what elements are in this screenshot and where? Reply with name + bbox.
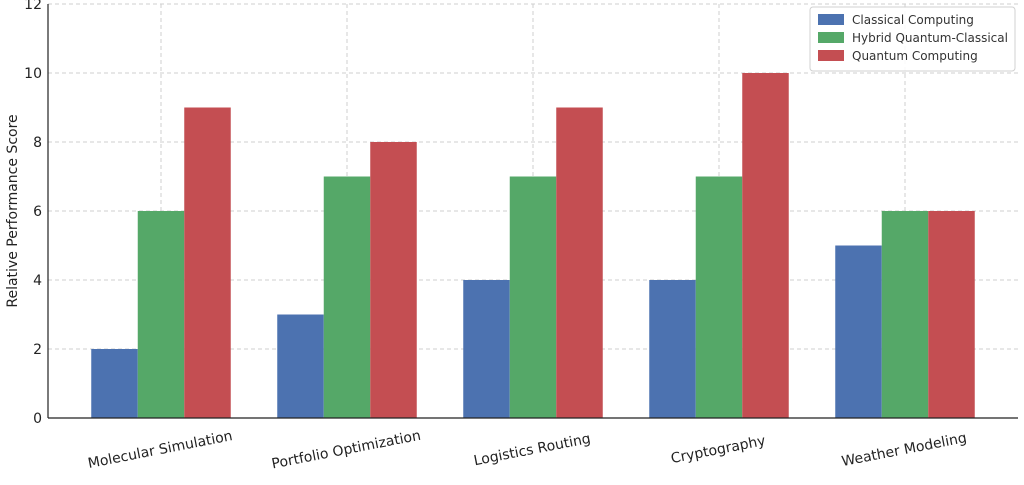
bar [323, 176, 371, 418]
bar [835, 245, 882, 418]
legend-label: Quantum Computing [852, 49, 978, 63]
legend: Classical Computing Hybrid Quantum-Classi… [809, 6, 1016, 72]
y-axis-title: Relative Performance Score [5, 114, 21, 307]
bar [649, 280, 696, 418]
y-tick-label: 0 [33, 411, 42, 427]
y-tick-label: 4 [33, 273, 42, 289]
bar [91, 349, 138, 418]
bar [742, 73, 789, 418]
x-tick-label: Weather Modeling [840, 430, 968, 470]
bar [928, 211, 975, 418]
y-tick-label: 6 [33, 204, 42, 220]
legend-swatch [818, 50, 844, 61]
x-tick-label: Logistics Routing [472, 431, 592, 469]
y-tick-label: 10 [24, 66, 42, 82]
bars [91, 73, 975, 418]
legend-label: Classical Computing [852, 13, 974, 27]
y-tick-label: 12 [24, 0, 42, 13]
bar [556, 107, 603, 418]
bar [184, 107, 231, 418]
legend-swatch [818, 32, 844, 43]
y-tick-labels: 0 2 4 6 8 10 12 [24, 0, 42, 427]
legend-label: Hybrid Quantum-Classical [852, 31, 1008, 45]
bar [695, 176, 743, 418]
bar [881, 211, 929, 418]
bar [137, 211, 185, 418]
x-tick-label: Cryptography [670, 433, 767, 467]
x-tick-label: Portfolio Optimization [270, 428, 422, 473]
bar [370, 142, 417, 418]
x-tick-label: Molecular Simulation [87, 428, 234, 472]
legend-frame [809, 6, 1016, 72]
x-tick-labels: Molecular Simulation Portfolio Optimizati… [87, 428, 969, 473]
bar [463, 280, 510, 418]
legend-swatch [818, 14, 844, 25]
bar [277, 314, 324, 418]
y-tick-label: 2 [33, 342, 42, 358]
y-tick-label: 8 [33, 135, 42, 151]
axes [47, 4, 1018, 419]
bar [509, 176, 557, 418]
